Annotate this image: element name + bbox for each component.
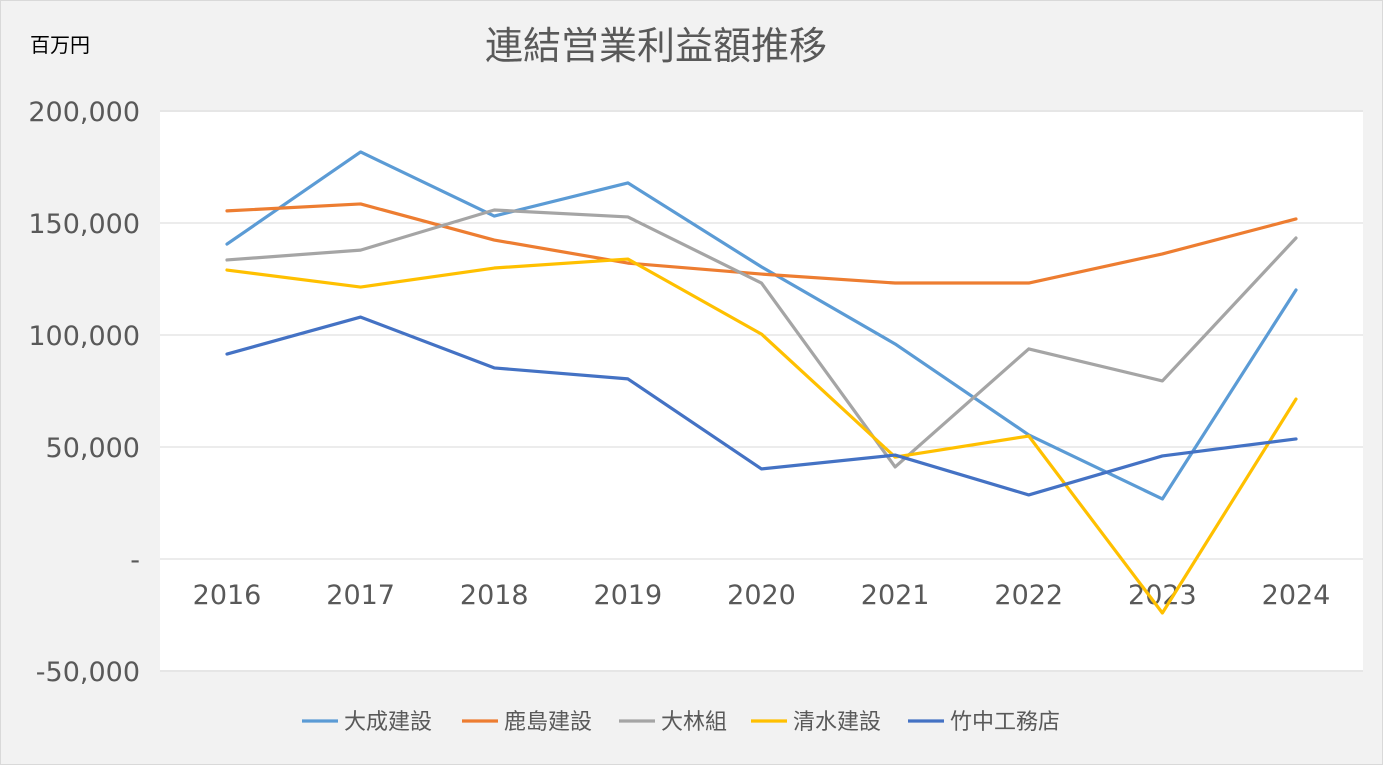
y-tick-label: 100,000: [28, 321, 140, 352]
legend-label: 大成建設: [344, 710, 432, 735]
y-tick-label: 50,000: [46, 433, 140, 464]
x-tick-label: 2022: [994, 580, 1063, 611]
legend-label: 鹿島建設: [504, 710, 592, 735]
chart-title: 連結営業利益額推移: [485, 24, 827, 68]
x-tick-label: 2024: [1262, 580, 1331, 611]
legend-label: 竹中工務店: [950, 710, 1060, 735]
x-tick-label: 2019: [594, 580, 663, 611]
y-tick-label: -: [130, 545, 140, 576]
legend-label: 大林組: [661, 710, 727, 735]
x-tick-label: 2021: [861, 580, 930, 611]
x-tick-label: 2020: [727, 580, 796, 611]
x-tick-label: 2017: [326, 580, 395, 611]
x-tick-label: 2023: [1128, 580, 1197, 611]
x-tick-label: 2016: [193, 580, 262, 611]
y-tick-label: -50,000: [36, 657, 140, 688]
y-tick-label: 200,000: [28, 97, 140, 128]
y-tick-label: 150,000: [28, 209, 140, 240]
legend-label: 清水建設: [793, 710, 881, 735]
x-tick-label: 2018: [460, 580, 529, 611]
y-axis-unit-label: 百万円: [30, 33, 90, 57]
